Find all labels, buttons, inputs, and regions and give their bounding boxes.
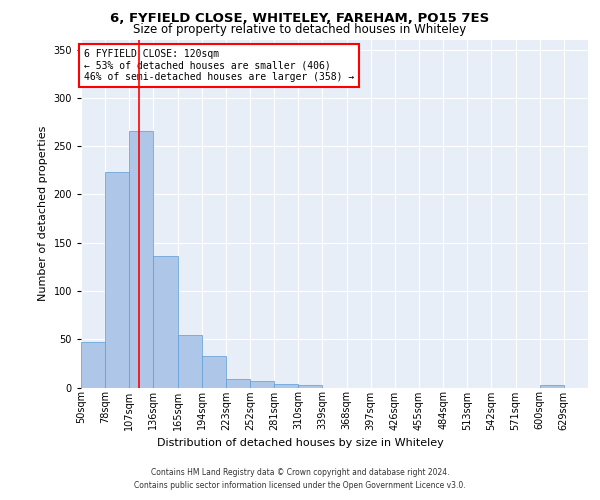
Bar: [540, 384, 564, 388]
Text: Contains public sector information licensed under the Open Government Licence v3: Contains public sector information licen…: [134, 480, 466, 490]
Bar: [154, 256, 178, 388]
Text: Size of property relative to detached houses in Whiteley: Size of property relative to detached ho…: [133, 22, 467, 36]
Text: 6 FYFIELD CLOSE: 120sqm
← 53% of detached houses are smaller (406)
46% of semi-d: 6 FYFIELD CLOSE: 120sqm ← 53% of detache…: [83, 48, 354, 82]
Bar: [202, 356, 226, 388]
Bar: [274, 384, 298, 388]
Bar: [129, 130, 154, 388]
Text: Distribution of detached houses by size in Whiteley: Distribution of detached houses by size …: [157, 438, 443, 448]
Text: 6, FYFIELD CLOSE, WHITELEY, FAREHAM, PO15 7ES: 6, FYFIELD CLOSE, WHITELEY, FAREHAM, PO1…: [110, 12, 490, 24]
Bar: [178, 336, 202, 388]
Bar: [250, 380, 274, 388]
Y-axis label: Number of detached properties: Number of detached properties: [38, 126, 48, 302]
Text: Contains HM Land Registry data © Crown copyright and database right 2024.: Contains HM Land Registry data © Crown c…: [151, 468, 449, 477]
Bar: [298, 384, 322, 388]
Bar: [226, 379, 250, 388]
Bar: [105, 172, 129, 388]
Bar: [81, 342, 105, 388]
